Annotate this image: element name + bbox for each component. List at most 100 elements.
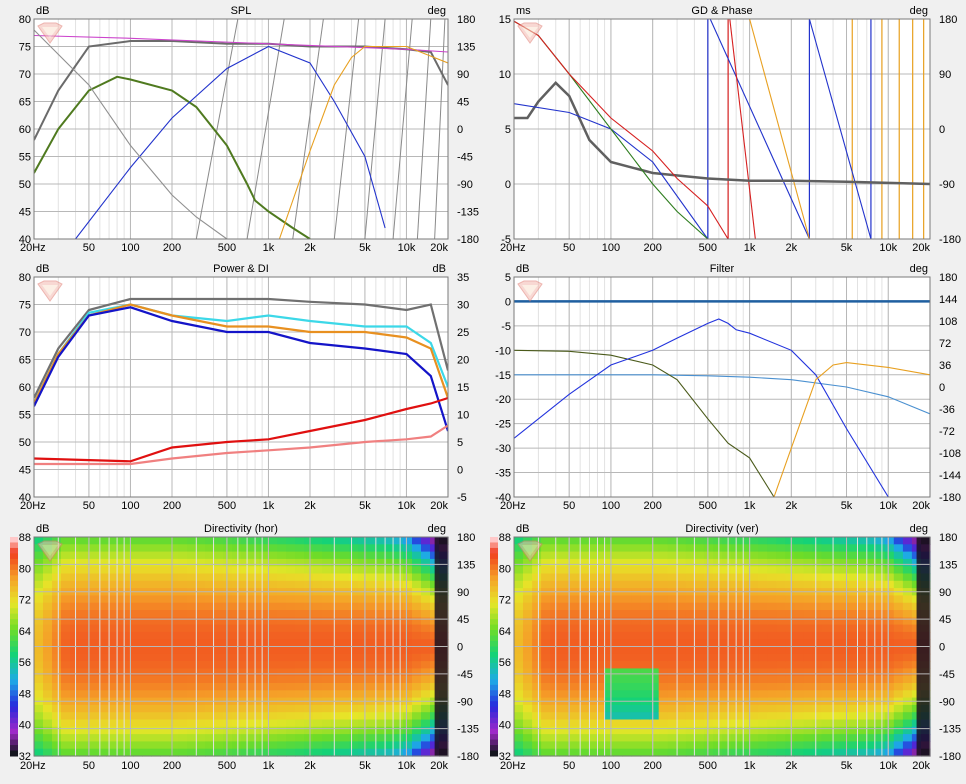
heatmap-cell: [52, 704, 62, 713]
x-tick-label: 10k: [398, 760, 416, 772]
heatmap-cell: [331, 726, 341, 735]
heatmap-cell: [703, 726, 714, 735]
heatmap-cell: [214, 537, 224, 545]
heatmap-cell: [160, 734, 170, 742]
x-tick-label: 10k: [398, 242, 416, 254]
heatmap-cell: [622, 741, 633, 750]
heatmap-cell: [403, 610, 413, 618]
heatmap-cell: [830, 639, 841, 648]
heatmap-cell: [160, 544, 170, 553]
heatmap-cell: [821, 690, 832, 699]
heatmap-cell: [169, 602, 179, 611]
heatmap-cell: [857, 544, 868, 553]
heatmap-cell: [514, 566, 524, 575]
heatmap-cell: [523, 580, 533, 589]
heatmap-cell: [331, 610, 341, 618]
heatmap-cell: [884, 726, 895, 735]
heatmap-cell: [394, 683, 404, 691]
heatmap-cell: [550, 537, 560, 545]
heatmap-cell: [848, 734, 859, 742]
heatmap-cell: [124, 544, 134, 553]
heatmap-cell: [839, 595, 850, 604]
heatmap-cell: [79, 610, 89, 618]
heatmap-cell: [875, 566, 886, 575]
heatmap-cell: [658, 566, 669, 575]
heatmap-cell: [205, 573, 215, 582]
heatmap-cell: [640, 704, 651, 713]
heatmap-cell: [412, 661, 422, 669]
heatmap-cell: [412, 741, 422, 750]
heatmap-cell: [223, 551, 233, 560]
heatmap-cell: [703, 741, 714, 750]
right-tick-label: 10: [457, 410, 469, 422]
left-tick-label: -5: [501, 321, 511, 333]
heatmap-cell: [214, 690, 224, 699]
heatmap-cell: [893, 631, 904, 640]
heatmap-cell: [740, 602, 750, 611]
heatmap-cell: [97, 748, 107, 757]
heatmap-cell: [97, 712, 107, 721]
heatmap-cell: [151, 558, 161, 567]
heatmap-cell: [749, 704, 759, 713]
heatmap-cell: [568, 580, 578, 589]
heatmap-cell: [649, 646, 660, 655]
heatmap-cell: [749, 558, 759, 567]
heatmap-cell: [313, 668, 323, 677]
heatmap-cell: [61, 690, 71, 699]
right-tick-label: -180: [457, 751, 479, 763]
x-tick-label: 500: [699, 500, 717, 512]
heatmap-cell: [376, 595, 386, 604]
heatmap-cell: [713, 741, 723, 750]
heatmap-cell: [322, 675, 332, 684]
heatmap-cell: [713, 558, 723, 567]
heatmap-cell: [541, 610, 551, 618]
right-tick-label: -180: [939, 751, 961, 763]
heatmap-cell: [676, 602, 687, 611]
heatmap-cell: [322, 544, 332, 553]
right-tick-label: -144: [939, 470, 961, 482]
heatmap-cell: [622, 558, 633, 567]
heatmap-cell: [322, 551, 332, 560]
heatmap-cell: [295, 551, 305, 560]
heatmap-cell: [268, 661, 278, 669]
heatmap-cell: [160, 573, 170, 582]
heatmap-cell: [830, 748, 841, 757]
heatmap-cell: [79, 690, 89, 699]
heatmap-cell: [694, 719, 705, 728]
heatmap-cell: [79, 624, 89, 633]
heatmap-cell: [758, 712, 768, 721]
heatmap-cell: [277, 653, 287, 662]
heatmap-cell: [79, 646, 89, 655]
heatmap-cell: [839, 690, 850, 699]
heatmap-cell: [722, 690, 732, 699]
heatmap-cell: [403, 573, 413, 582]
heatmap-cell: [604, 704, 614, 713]
heatmap-cell: [367, 653, 377, 662]
right-unit-label: deg: [428, 5, 446, 17]
heatmap-cell: [550, 734, 560, 742]
heatmap-cell: [749, 566, 759, 575]
heatmap-cell: [160, 675, 170, 684]
heatmap-cell: [259, 617, 269, 626]
heatmap-cell: [713, 551, 723, 560]
heatmap-cell: [286, 566, 296, 575]
right-unit-label: deg: [910, 523, 928, 535]
heatmap-cell: [178, 580, 188, 589]
heatmap-cell: [169, 537, 179, 545]
left-tick-label: 48: [499, 688, 511, 700]
heatmap-cell: [70, 719, 80, 728]
heatmap-cell: [286, 558, 296, 567]
heatmap-cell: [559, 646, 569, 655]
heatmap-cell: [866, 719, 877, 728]
heatmap-cell: [115, 661, 125, 669]
left-tick-label: -40: [495, 492, 511, 504]
heatmap-cell: [749, 639, 759, 648]
heatmap-cell: [97, 573, 107, 582]
heatmap-cell: [367, 551, 377, 560]
heatmap-cell: [866, 741, 877, 750]
heatmap-cell: [713, 683, 723, 691]
heatmap-cell: [115, 537, 125, 545]
heatmap-cell: [277, 537, 287, 545]
heatmap-cell: [421, 537, 431, 545]
heatmap-cell: [893, 683, 904, 691]
